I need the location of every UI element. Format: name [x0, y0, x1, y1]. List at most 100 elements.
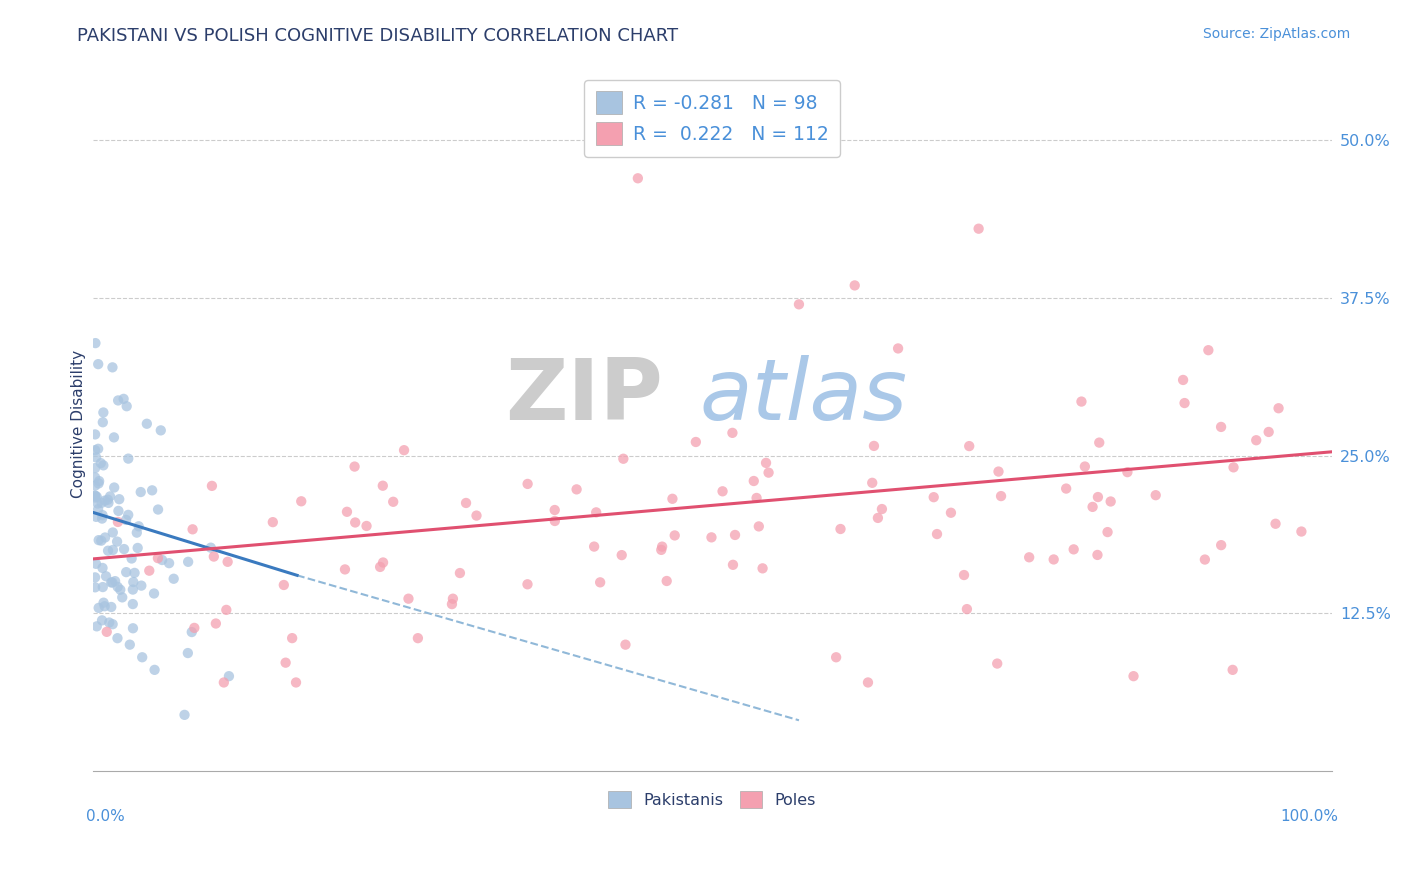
Point [146, 551, 169, 566]
Point [751, 561, 773, 575]
Point [583, 540, 606, 554]
Point [180, 625, 202, 640]
Point [129, 485, 152, 500]
Point [93, 458, 115, 473]
Point [986, 657, 1008, 671]
Point [94, 569, 117, 583]
Point [1063, 542, 1085, 557]
Point [86, 490, 108, 504]
Point [371, 479, 394, 493]
Point [105, 534, 128, 549]
Point [1211, 538, 1233, 552]
Point [1222, 663, 1244, 677]
Point [274, 656, 297, 670]
Point [112, 542, 135, 557]
Point [441, 591, 464, 606]
Point [1018, 550, 1040, 565]
Point [544, 503, 567, 517]
Point [93, 405, 115, 419]
Point [107, 393, 129, 408]
Point [516, 477, 538, 491]
Text: 0.0%: 0.0% [86, 809, 125, 824]
Point [290, 494, 312, 508]
Point [135, 417, 157, 431]
Point [344, 516, 367, 530]
Point [115, 399, 138, 413]
Point [661, 491, 683, 506]
Point [100, 599, 122, 614]
Text: atlas: atlas [700, 355, 908, 438]
Point [1267, 401, 1289, 416]
Point [922, 490, 945, 504]
Point [98, 490, 121, 504]
Point [343, 459, 366, 474]
Point [143, 586, 166, 600]
Point [118, 638, 141, 652]
Point [585, 505, 607, 519]
Point [91, 511, 114, 525]
Point [84, 427, 107, 442]
Point [87, 533, 110, 548]
Point [748, 519, 770, 533]
Point [101, 525, 124, 540]
Point [215, 603, 238, 617]
Point [87, 442, 110, 456]
Point [1042, 552, 1064, 566]
Point [122, 621, 145, 635]
Point [107, 515, 129, 529]
Point [84, 461, 107, 475]
Point [724, 528, 747, 542]
Point [382, 495, 405, 509]
Point [721, 425, 744, 440]
Point [565, 483, 588, 497]
Point [406, 631, 429, 645]
Point [627, 171, 650, 186]
Point [86, 619, 108, 633]
Point [217, 555, 239, 569]
Point [1194, 552, 1216, 566]
Point [93, 493, 115, 508]
Point [141, 483, 163, 498]
Point [1173, 396, 1195, 410]
Point [273, 578, 295, 592]
Point [205, 616, 228, 631]
Point [98, 615, 121, 630]
Point [1116, 465, 1139, 479]
Point [990, 489, 1012, 503]
Point [84, 570, 107, 584]
Point [650, 542, 672, 557]
Point [957, 439, 980, 453]
Point [655, 574, 678, 588]
Point [181, 522, 204, 536]
Point [107, 580, 129, 594]
Point [84, 489, 107, 503]
Point [101, 543, 124, 558]
Point [1144, 488, 1167, 502]
Point [285, 675, 308, 690]
Point [281, 631, 304, 645]
Point [742, 474, 765, 488]
Point [122, 575, 145, 590]
Text: 100.0%: 100.0% [1279, 809, 1339, 824]
Point [589, 575, 612, 590]
Point [953, 568, 976, 582]
Point [863, 439, 886, 453]
Point [939, 506, 962, 520]
Point [93, 596, 115, 610]
Point [87, 357, 110, 371]
Point [1122, 669, 1144, 683]
Point [711, 484, 734, 499]
Point [110, 582, 132, 597]
Point [392, 443, 415, 458]
Point [202, 549, 225, 564]
Point [87, 502, 110, 516]
Y-axis label: Cognitive Disability: Cognitive Disability [72, 350, 86, 498]
Point [101, 360, 124, 375]
Point [1244, 434, 1267, 448]
Point [84, 470, 107, 484]
Point [121, 551, 143, 566]
Point [117, 451, 139, 466]
Point [91, 508, 114, 522]
Point [200, 541, 222, 555]
Point [87, 600, 110, 615]
